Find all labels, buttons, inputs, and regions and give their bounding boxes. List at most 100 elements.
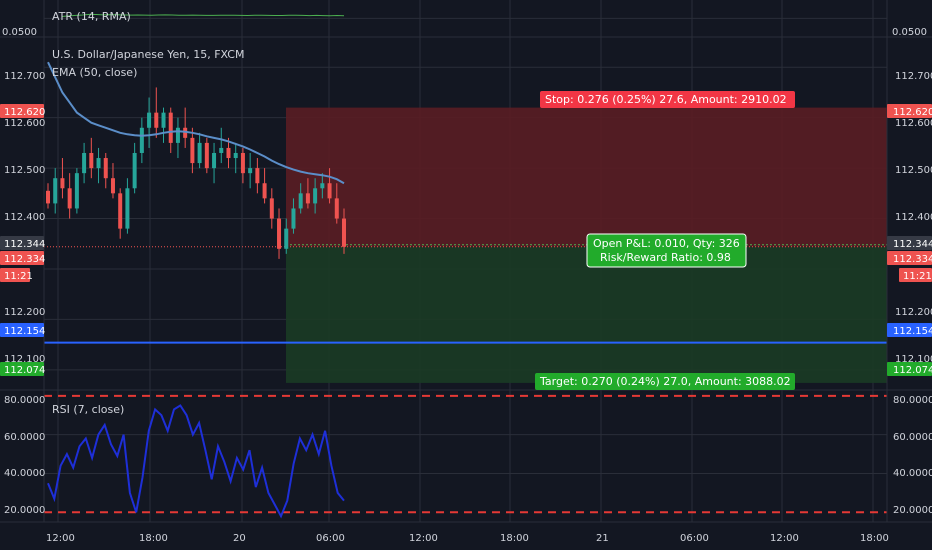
candle-body bbox=[46, 190, 50, 204]
time-label: 18:00 bbox=[139, 533, 168, 544]
time-label: 12:00 bbox=[409, 533, 438, 544]
candle-body bbox=[168, 112, 173, 143]
stop-zone bbox=[286, 107, 887, 247]
atr-legend[interactable]: ATR (14, RMA) bbox=[52, 10, 131, 23]
candle-body bbox=[53, 178, 58, 204]
candle-body bbox=[82, 152, 87, 174]
rsi-axis[interactable]: 80.0000 60.0000 40.0000 20.0000 80.0000 … bbox=[4, 395, 932, 516]
pnl-label-box bbox=[586, 233, 747, 268]
rsi-tick-left: 60.0000 bbox=[4, 432, 45, 443]
candle-body bbox=[262, 183, 267, 199]
price-tick-right: 112.100 bbox=[895, 354, 932, 365]
target-zone bbox=[286, 246, 887, 383]
candle-body bbox=[313, 188, 318, 204]
pnl-label-line1: Open P&L: 0.010, Qty: 326 bbox=[593, 237, 740, 250]
price-axis[interactable]: 112.700 112.600 112.500 112.400 112.200 … bbox=[4, 71, 932, 365]
time-label: 12:00 bbox=[770, 533, 799, 544]
candle-body bbox=[74, 173, 79, 209]
candle-body bbox=[118, 193, 123, 229]
countdown-tag-left-text: 11:21 bbox=[4, 271, 33, 282]
time-label: 18:00 bbox=[500, 533, 529, 544]
countdown-tag-right-text: 11:21 bbox=[903, 271, 932, 282]
candle-body bbox=[284, 228, 289, 249]
current-price-tag-right bbox=[887, 236, 932, 250]
candle-body bbox=[291, 208, 296, 229]
rsi-legend[interactable]: RSI (7, close) bbox=[52, 403, 124, 416]
candle-body bbox=[320, 183, 325, 189]
ema-legend[interactable]: EMA (50, close) bbox=[52, 66, 137, 79]
stop-price-tag-right bbox=[887, 104, 932, 118]
target-price-tag-right-text: 112.074 bbox=[893, 365, 932, 376]
pnl-label-line2: Risk/Reward Ratio: 0.98 bbox=[600, 251, 731, 264]
candle-body bbox=[269, 198, 274, 219]
candle-body bbox=[147, 112, 152, 128]
candle-body bbox=[212, 152, 217, 169]
time-label: 06:00 bbox=[316, 533, 345, 544]
candle-body bbox=[327, 183, 332, 199]
candle-body bbox=[139, 127, 144, 153]
countdown-tag-left bbox=[0, 268, 30, 282]
candle-body bbox=[154, 112, 159, 128]
time-label: 06:00 bbox=[680, 533, 709, 544]
candle-body bbox=[226, 147, 231, 159]
candle-body bbox=[240, 152, 245, 174]
candle-body bbox=[67, 188, 72, 209]
price-tick-left: 112.200 bbox=[4, 307, 45, 318]
target-label-text: Target: 0.270 (0.24%) 27.0, Amount: 3088… bbox=[539, 375, 791, 388]
candle-body bbox=[334, 198, 339, 219]
candle-body bbox=[219, 147, 224, 153]
price-tick-right: 112.500 bbox=[895, 165, 932, 176]
candle-body bbox=[277, 218, 282, 249]
candle-body bbox=[233, 152, 238, 159]
target-line-tag-right bbox=[887, 323, 932, 337]
current-price-tag-left-text: 112.344 bbox=[4, 239, 45, 250]
candle-body bbox=[190, 137, 195, 164]
candle-body bbox=[125, 188, 130, 229]
time-label: 18:00 bbox=[860, 533, 889, 544]
target-line-tag-left bbox=[0, 323, 44, 337]
price-tick-right: 112.400 bbox=[895, 212, 932, 223]
price-tick-left: 112.100 bbox=[4, 354, 45, 365]
stop-label-box bbox=[540, 91, 795, 108]
stop-label[interactable]: Stop: 0.276 (0.25%) 27.6, Amount: 2910.0… bbox=[540, 91, 795, 108]
ema-line bbox=[47, 61, 345, 185]
target-price-tag-right bbox=[887, 362, 932, 376]
price-tick-left: 112.500 bbox=[4, 165, 45, 176]
time-label: 20 bbox=[233, 533, 246, 544]
candle-body bbox=[305, 193, 310, 204]
candle-body bbox=[183, 127, 188, 138]
rsi-tick-left: 40.0000 bbox=[4, 468, 45, 479]
target-line-tag-left-text: 112.154 bbox=[4, 326, 45, 337]
atr-line bbox=[61, 13, 345, 17]
entry-price-tag-right-text: 112.334 bbox=[893, 254, 932, 265]
candle-body bbox=[298, 193, 303, 209]
entry-price-tag-left-text: 112.334 bbox=[4, 254, 45, 265]
candle-body bbox=[161, 112, 166, 128]
target-line-tag-right-text: 112.154 bbox=[893, 326, 932, 337]
entry-price-tag-right bbox=[887, 251, 932, 265]
target-label[interactable]: Target: 0.270 (0.24%) 27.0, Amount: 3088… bbox=[535, 373, 795, 390]
countdown-tag-right bbox=[899, 268, 932, 282]
candle-body bbox=[96, 158, 101, 169]
pnl-label[interactable]: Open P&L: 0.010, Qty: 326 Risk/Reward Ra… bbox=[586, 233, 747, 268]
target-price-tag-left bbox=[0, 362, 44, 376]
candle-body bbox=[255, 168, 260, 184]
price-tick-right: 112.600 bbox=[895, 118, 932, 129]
time-label: 12:00 bbox=[46, 533, 75, 544]
stop-price-tag-left-text: 112.620 bbox=[4, 107, 45, 118]
price-tick-right: 112.200 bbox=[895, 307, 932, 318]
position-zones bbox=[286, 107, 887, 383]
time-axis[interactable]: 12:00 18:00 20 06:00 12:00 18:00 21 06:0… bbox=[46, 533, 889, 544]
price-tick-left: 112.400 bbox=[4, 212, 45, 223]
price-tick-right: 112.700 bbox=[895, 71, 932, 82]
target-label-box bbox=[535, 373, 795, 390]
candle-body bbox=[89, 152, 94, 169]
rsi-tick-left: 80.0000 bbox=[4, 395, 45, 406]
candle-body bbox=[110, 178, 115, 194]
rsi-tick-right: 20.0000 bbox=[893, 505, 932, 516]
candle-body bbox=[248, 168, 253, 174]
price-tick-left: 112.600 bbox=[4, 118, 45, 129]
atr-tick-left: 0.0500 bbox=[2, 27, 37, 38]
